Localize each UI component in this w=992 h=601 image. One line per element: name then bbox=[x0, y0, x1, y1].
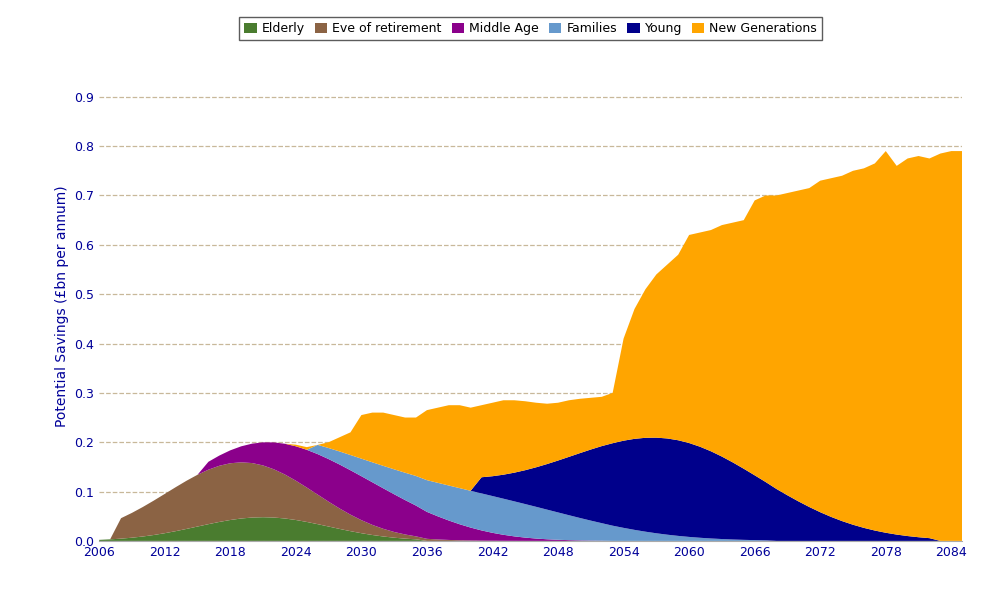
Legend: Elderly, Eve of retirement, Middle Age, Families, Young, New Generations: Elderly, Eve of retirement, Middle Age, … bbox=[239, 17, 822, 40]
Y-axis label: Potential Savings (£bn per annum): Potential Savings (£bn per annum) bbox=[55, 186, 68, 427]
